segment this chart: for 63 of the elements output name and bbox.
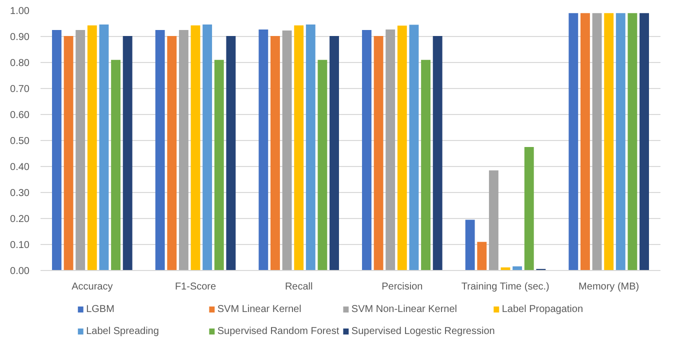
legend-label: Supervised Logestic Regression	[351, 326, 495, 337]
bar	[465, 220, 475, 270]
x-tick-label: F1-Score	[174, 282, 216, 292]
y-tick-label: 0.30	[10, 188, 30, 199]
bar	[87, 25, 97, 270]
bar	[628, 13, 638, 270]
bar	[178, 30, 188, 270]
bar	[294, 25, 304, 270]
bar	[122, 36, 132, 270]
bar	[155, 30, 165, 270]
bar	[76, 30, 86, 270]
bar	[592, 13, 602, 270]
bar	[64, 36, 74, 270]
bar	[214, 60, 224, 270]
bar	[52, 30, 62, 270]
y-tick-label: 0.80	[10, 58, 30, 69]
bar	[477, 242, 487, 270]
bar	[488, 170, 498, 270]
y-tick-label: 0.60	[10, 110, 30, 121]
bar	[397, 26, 407, 270]
legend-label: SVM Linear Kernel	[217, 304, 302, 315]
bar	[409, 24, 419, 270]
bar	[99, 24, 109, 270]
y-tick-label: 1.00	[10, 6, 30, 17]
bar	[226, 36, 236, 270]
bar	[386, 29, 396, 270]
y-tick-label: 0.10	[10, 240, 30, 251]
y-tick-label: 0.00	[10, 266, 30, 277]
bar	[258, 29, 268, 270]
y-tick-label: 0.70	[10, 84, 30, 95]
x-tick-label: Recall	[284, 282, 313, 292]
legend-label: Label Propagation	[502, 304, 584, 315]
bar	[580, 13, 590, 270]
legend-label: SVM Non-Linear Kernel	[351, 304, 458, 315]
bar	[421, 60, 431, 270]
legend-label: LGBM	[86, 304, 114, 315]
bar	[318, 60, 328, 270]
bar	[202, 24, 212, 270]
bar	[362, 30, 372, 270]
bar	[616, 13, 626, 270]
bar	[111, 60, 121, 270]
bar	[524, 147, 534, 270]
x-tick-label: Memory (MB)	[578, 282, 640, 292]
bar	[282, 30, 292, 270]
x-tick-label: Percision	[382, 282, 423, 292]
bar	[167, 36, 177, 270]
y-tick-label: 0.90	[10, 32, 30, 43]
x-tick-label: Training Time (sec.)	[461, 282, 550, 292]
y-tick-label: 0.50	[10, 136, 30, 147]
bar	[568, 13, 578, 270]
bar	[374, 36, 384, 270]
bar	[306, 24, 316, 270]
legend-label: Label Spreading	[86, 326, 159, 337]
bar	[190, 25, 200, 270]
bar	[604, 13, 614, 270]
bar	[270, 36, 280, 270]
bar	[640, 13, 649, 270]
bar	[432, 36, 442, 270]
y-tick-label: 0.40	[10, 162, 30, 173]
y-tick-label: 0.20	[10, 214, 30, 225]
x-tick-label: Accuracy	[72, 282, 113, 292]
bar	[330, 36, 339, 270]
legend-label: Supervised Random Forest	[217, 326, 340, 337]
